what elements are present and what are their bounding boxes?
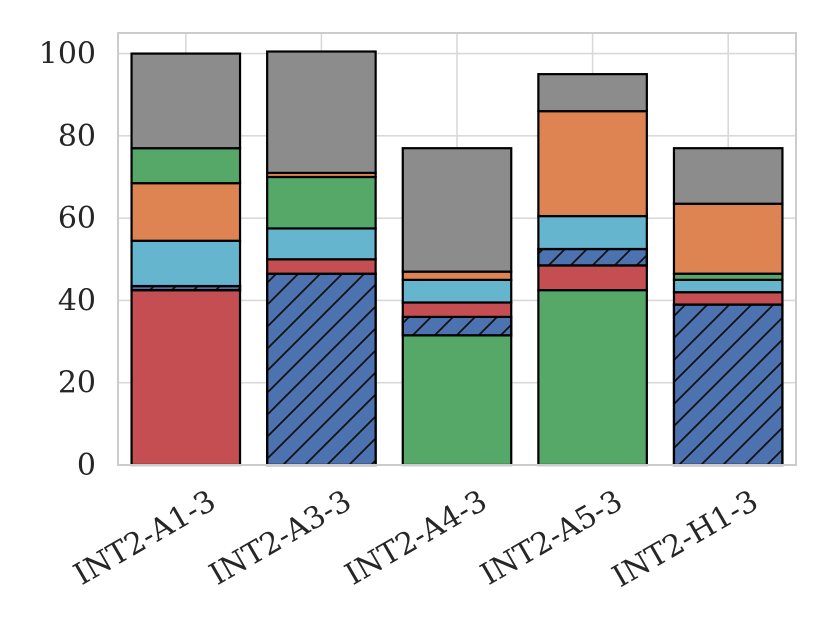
bar-stack-INT2-A5-3 xyxy=(537,73,648,467)
bar-segment-gray-INT2-A5-3 xyxy=(537,73,648,113)
x-axis-ticks: INT2-A1-3INT2-A3-3INT2-A4-3INT2-A5-3INT2… xyxy=(68,484,764,595)
x-tick-label-INT2-A4-3: INT2-A4-3 xyxy=(339,484,493,593)
bar-segment-gray-INT2-H1-3 xyxy=(672,147,784,205)
bar-segment-cyan-INT2-A1-3 xyxy=(130,239,242,288)
y-tick-label-40: 40 xyxy=(58,283,96,318)
bar-segment-cyan-INT2-H1-3 xyxy=(672,278,784,294)
bar-hatch-hatched-blue-3-INT2-A5-3 xyxy=(538,249,647,266)
bar-stack-INT2-A4-3 xyxy=(401,147,513,467)
x-tick-label-INT2-A1-3: INT2-A1-3 xyxy=(68,484,222,593)
bar-segment-red-INT2-A3-3 xyxy=(266,258,377,275)
bar-segment-gray-INT2-A3-3 xyxy=(266,50,377,174)
x-tick-label-INT2-H1-3: INT2-H1-3 xyxy=(607,484,765,595)
bar-segment-cyan-INT2-A4-3 xyxy=(401,278,513,304)
x-tick-label-INT2-A3-3: INT2-A3-3 xyxy=(204,484,358,593)
bar-stack-INT2-H1-3 xyxy=(672,147,784,467)
bar-segment-green-base-INT2-A4-3 xyxy=(401,334,513,467)
y-tick-label-20: 20 xyxy=(58,366,96,401)
bar-segment-orange-INT2-H1-3 xyxy=(672,202,784,275)
bar-segment-red-INT2-A4-3 xyxy=(401,301,513,318)
bar-segment-red-base-INT2-A1-3 xyxy=(130,289,242,467)
bar-segment-green-INT2-A3-3 xyxy=(266,175,377,230)
bar-stack-INT2-A3-3 xyxy=(266,50,377,467)
bar-segment-gray-INT2-A4-3 xyxy=(401,147,513,273)
y-axis-ticks: 0 20 40 60 80 100 xyxy=(39,37,96,483)
y-tick-label-0: 0 xyxy=(77,448,96,483)
bar-segment-green-base-INT2-A5-3 xyxy=(537,289,648,467)
bar-hatch-hatched-blue-INT2-H1-3 xyxy=(673,304,783,465)
bar-hatch-hatched-blue-INT2-A1-3 xyxy=(131,286,241,291)
bars xyxy=(130,50,784,467)
plot-frame xyxy=(117,32,797,466)
bar-segment-orange-INT2-A5-3 xyxy=(537,110,648,218)
bar-hatch-hatched-blue-2-INT2-A4-3 xyxy=(402,316,512,336)
bar-segment-cyan-INT2-A3-3 xyxy=(266,227,377,261)
bar-stack-INT2-A1-3 xyxy=(130,52,242,467)
y-tick-label-60: 60 xyxy=(58,201,96,236)
bar-segment-orange-INT2-A1-3 xyxy=(130,182,242,242)
y-tick-label-80: 80 xyxy=(58,119,96,154)
bar-segment-red-INT2-H1-3 xyxy=(672,291,784,306)
bar-segment-red-INT2-A5-3 xyxy=(537,264,648,292)
bar-segment-cyan-INT2-A5-3 xyxy=(537,214,648,251)
bar-hatch-hatched-blue-INT2-A3-3 xyxy=(267,273,376,465)
x-tick-label-INT2-A5-3: INT2-A5-3 xyxy=(475,484,629,593)
bar-segment-green-top-INT2-A1-3 xyxy=(130,147,242,185)
y-tick-label-100: 100 xyxy=(39,37,96,72)
bar-segment-gray-INT2-A1-3 xyxy=(130,52,242,150)
bar-segment-orange-INT2-A4-3 xyxy=(401,270,513,281)
